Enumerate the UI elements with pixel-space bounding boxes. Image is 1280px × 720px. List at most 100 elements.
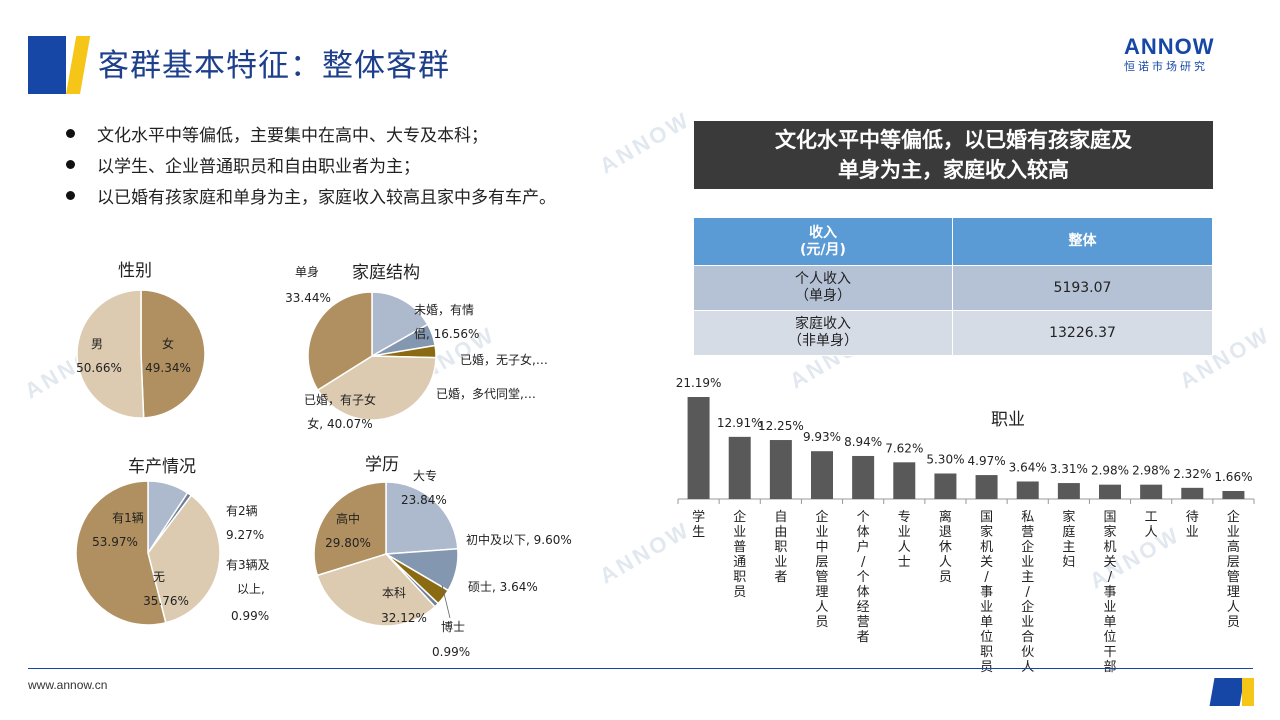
bar-data-label: 2.98%: [1091, 464, 1129, 478]
footer-divider: [28, 668, 1253, 669]
footer-url: www.annow.cn: [28, 678, 108, 692]
bullet-dot-icon: [66, 129, 75, 138]
bar-data-label: 21.19%: [676, 376, 722, 390]
bar-data-label: 7.62%: [885, 441, 923, 455]
bar-category-label: 学生: [692, 509, 705, 540]
bar-data-label: 3.31%: [1050, 462, 1088, 476]
pie-value: 16.56%: [434, 327, 480, 341]
pie-label: 单身: [295, 264, 319, 279]
bar-category-label: 待业: [1186, 510, 1199, 540]
bullet-item: 文化水平中等偏低，主要集中在高中、大专及本科；: [62, 118, 662, 149]
bar-data-label: 4.97%: [968, 454, 1006, 468]
pie-slice: [307, 291, 373, 392]
pie-label: 男: [91, 337, 103, 351]
pie-family-structure: [307, 291, 437, 421]
pie-label: 已婚，无子女,…: [460, 352, 548, 367]
brand-logo-subtitle: 恒诺市场研究: [1124, 60, 1208, 73]
pie-label: 女: [162, 336, 174, 351]
pie-label: 有2辆: [226, 504, 258, 518]
pie-label: 本科: [382, 586, 406, 600]
bar-data-label: 12.25%: [758, 419, 804, 433]
pie-label: 女, 40.07%: [307, 416, 372, 431]
pie-value: 49.34%: [145, 361, 191, 375]
bar: [728, 436, 751, 499]
bullet-dot-icon: [66, 191, 75, 200]
bar: [852, 455, 875, 499]
pie-slice: [316, 553, 437, 627]
pie-gender: [76, 289, 206, 419]
header-label: (元/月): [800, 241, 846, 258]
bar-category-label: 离退休人员: [939, 509, 952, 585]
pie-value: 32.12%: [381, 611, 427, 625]
pie-label: 未婚，有情: [414, 303, 474, 317]
pie-value: 29.80%: [325, 536, 371, 550]
pie-value: 50.66%: [76, 361, 122, 375]
bar: [1181, 487, 1204, 499]
pie-label: 以上,: [237, 582, 265, 596]
pie-label: 已婚，有子女: [304, 392, 376, 407]
pie-slice: [385, 481, 459, 555]
pie-label: 有1辆: [112, 511, 144, 525]
pie-value: 53.97%: [92, 535, 138, 549]
table-header-cell: 整体: [952, 217, 1213, 266]
banner-line: 文化水平中等偏低，以已婚有孩家庭及: [775, 128, 1132, 152]
leader-line: [441, 584, 451, 619]
bar: [893, 462, 916, 499]
bar-chart-occupation: 21.19% 学生 12.91% 企业普通职员 12.25% 自由职业者 9.93% 企业中层…: [676, 376, 1255, 675]
pie-label: 已婚，多代同堂,…: [436, 387, 536, 401]
bar-category-label: 专业人士: [898, 510, 911, 570]
bar-category-label: 国家机关/事业单位职员: [980, 510, 993, 675]
table-header-cell: 收入 (元/月): [693, 217, 953, 266]
bar: [1222, 491, 1245, 499]
pie-education: [313, 481, 459, 627]
pie-title-family: 家庭结构: [352, 263, 420, 283]
conclusion-banner: 文化水平中等偏低，以已婚有孩家庭及 单身为主，家庭收入较高: [694, 121, 1213, 189]
bar-data-label: 3.64%: [1009, 460, 1047, 474]
bar: [1099, 484, 1121, 499]
pie-value: 0.99%: [231, 609, 269, 623]
pie-label-text: 初中及以下: [466, 532, 526, 547]
pie-label: 博士: [441, 619, 465, 634]
bullet-text: 文化水平中等偏低，主要集中在高中、大专及本科；: [97, 126, 488, 146]
pie-label: 侣, 16.56%: [414, 326, 479, 341]
pie-slice: [371, 291, 429, 358]
pie-label: 硕士, 3.64%: [468, 580, 538, 594]
table-header-row: 收入 (元/月) 整体: [693, 217, 1213, 266]
bar: [1140, 484, 1163, 499]
pie-label: 初中及以下, 9.60%: [466, 532, 572, 547]
bar-category-label: 国家机关/事业单位干部: [1103, 510, 1116, 675]
bar: [811, 451, 833, 499]
bar: [769, 440, 792, 499]
pie-value: 23.84%: [401, 493, 447, 507]
pie-value: 40.07%: [327, 417, 373, 431]
bar-data-label: 5.30%: [926, 452, 964, 466]
pie-label: 无: [153, 570, 165, 584]
bar-data-label: 8.94%: [844, 435, 882, 449]
bar: [1057, 483, 1080, 499]
table-cell-value: 5193.07: [952, 265, 1213, 311]
pie-title-education: 学历: [365, 455, 399, 475]
pie-slice: [313, 481, 387, 577]
pie-label-text: 硕士: [468, 580, 492, 594]
pie-slice: [75, 480, 167, 626]
brand-logo: ANNOW 恒诺市场研究: [1124, 34, 1236, 74]
table-cell-value: 13226.37: [952, 310, 1213, 356]
bar-category-label: 家庭主妇: [1062, 509, 1075, 570]
bar-category-label: 企业普通职员: [733, 509, 746, 600]
bar: [687, 397, 710, 499]
pie-title-gender: 性别: [118, 261, 152, 281]
pie-title-car: 车产情况: [128, 457, 196, 477]
summary-bullets: 文化水平中等偏低，主要集中在高中、大专及本科； 以学生、企业普通职员和自由职业者…: [62, 118, 662, 211]
pie-slice: [147, 494, 221, 624]
bar-data-label: 9.93%: [803, 430, 841, 444]
bar: [934, 473, 957, 499]
table-cell-label: 个人收入 （单身）: [693, 265, 953, 311]
pie-value: 35.76%: [143, 594, 189, 608]
bar-category-label: 企业高层管理人员: [1227, 509, 1240, 630]
pie-value: 9.60%: [534, 533, 572, 547]
row-label: （单身）: [795, 288, 851, 304]
banner-line: 单身为主，家庭收入较高: [838, 158, 1069, 182]
footer-brand-mark: [1209, 678, 1254, 706]
bar: [975, 475, 998, 499]
